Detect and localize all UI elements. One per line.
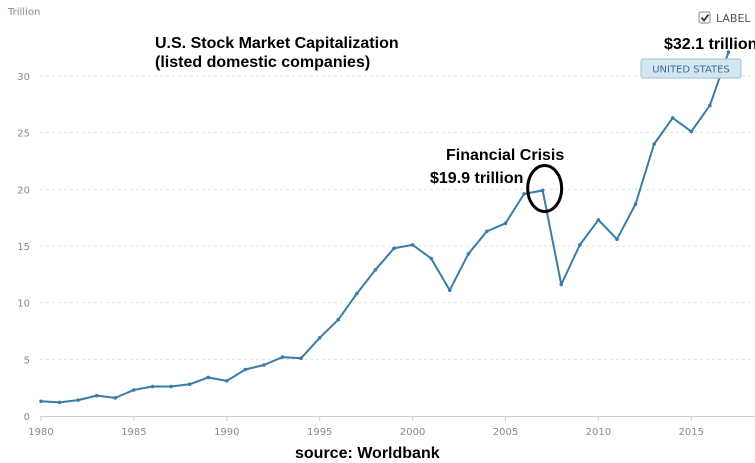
data-point-1988 bbox=[187, 382, 192, 387]
data-point-2010 bbox=[596, 218, 601, 222]
y-tick-label-15: 15 bbox=[17, 242, 30, 253]
data-point-2001 bbox=[429, 256, 433, 261]
series-badge-label: UNITED STATES bbox=[652, 65, 730, 76]
data-point-2005 bbox=[503, 221, 508, 226]
data-point-1994 bbox=[299, 356, 303, 361]
data-point-1997 bbox=[355, 291, 359, 296]
data-point-2006 bbox=[522, 192, 526, 196]
series-badge[interactable]: UNITED STATES bbox=[640, 58, 742, 79]
data-point-1987 bbox=[169, 384, 173, 389]
y-tick-label-30: 30 bbox=[17, 72, 30, 83]
data-point-2002 bbox=[447, 288, 452, 293]
data-point-2007 bbox=[540, 188, 545, 193]
gridlines bbox=[40, 75, 755, 360]
data-point-1989 bbox=[206, 375, 211, 380]
y-axis-unit: Trillion bbox=[7, 7, 40, 18]
x-axis: 1980 1985 1990 1995 2000 2005 2010 2015 bbox=[28, 416, 704, 438]
data-point-1991 bbox=[243, 367, 248, 372]
label-checkbox[interactable] bbox=[698, 11, 711, 24]
data-point-1996 bbox=[336, 317, 341, 322]
data-point-2011 bbox=[615, 237, 619, 241]
annotation-crisis-value: $19.9 trillion bbox=[430, 170, 523, 187]
annotation-peak-value: $32.1 trillion bbox=[664, 36, 755, 53]
y-axis: 0 5 10 15 20 25 30 bbox=[17, 72, 30, 423]
x-tick-label-1980: 1980 bbox=[28, 427, 53, 438]
y-tick-label-0: 0 bbox=[24, 412, 30, 423]
data-point-1982 bbox=[76, 398, 80, 402]
data-point-2017 bbox=[726, 50, 731, 54]
label-toggle-text: LABEL bbox=[716, 12, 751, 25]
data-point-2016 bbox=[708, 103, 712, 108]
data-point-2009 bbox=[578, 243, 582, 247]
x-tick-label-1990: 1990 bbox=[214, 427, 239, 438]
data-point-2013 bbox=[652, 142, 656, 146]
data-point-2008 bbox=[559, 282, 564, 287]
data-point-1984 bbox=[113, 396, 118, 400]
y-tick-label-5: 5 bbox=[24, 355, 30, 366]
data-point-1980 bbox=[39, 399, 43, 404]
x-tick-label-2015: 2015 bbox=[679, 427, 704, 438]
data-point-2015 bbox=[689, 129, 694, 134]
data-point-2000 bbox=[410, 243, 415, 247]
data-point-1992 bbox=[262, 363, 266, 367]
x-tick-label-1985: 1985 bbox=[121, 427, 146, 438]
annotation-crisis-circle bbox=[526, 163, 564, 213]
y-tick-label-10: 10 bbox=[17, 299, 30, 310]
series-united-states bbox=[39, 50, 731, 405]
chart-title: U.S. Stock Market Capitalization bbox=[155, 35, 399, 52]
series-line bbox=[40, 51, 730, 404]
data-point-1998 bbox=[373, 268, 378, 272]
data-point-1990 bbox=[225, 379, 229, 383]
source-note: source: Worldbank bbox=[295, 445, 440, 462]
data-point-1986 bbox=[150, 384, 155, 389]
x-tick-label-2010: 2010 bbox=[586, 427, 611, 438]
x-tick-label-1995: 1995 bbox=[307, 427, 332, 438]
y-tick-label-20: 20 bbox=[17, 185, 30, 196]
label-toggle[interactable]: LABEL bbox=[698, 11, 751, 25]
y-tick-label-25: 25 bbox=[17, 129, 30, 140]
data-point-1999 bbox=[392, 246, 396, 251]
data-point-2014 bbox=[670, 116, 675, 120]
checkmark-icon bbox=[700, 13, 710, 22]
data-point-2012 bbox=[633, 202, 638, 206]
x-tick-label-2005: 2005 bbox=[493, 427, 518, 438]
x-tick-label-2000: 2000 bbox=[400, 427, 425, 438]
data-point-1985 bbox=[132, 388, 136, 392]
data-point-2004 bbox=[485, 229, 489, 234]
data-point-1993 bbox=[280, 355, 285, 359]
data-point-1981 bbox=[57, 400, 62, 405]
data-point-1983 bbox=[94, 393, 99, 398]
data-point-1995 bbox=[317, 336, 322, 340]
chart-subtitle: (listed domestic companies) bbox=[155, 54, 370, 71]
annotation-crisis-title: Financial Crisis bbox=[446, 147, 564, 164]
data-point-2003 bbox=[466, 252, 471, 256]
